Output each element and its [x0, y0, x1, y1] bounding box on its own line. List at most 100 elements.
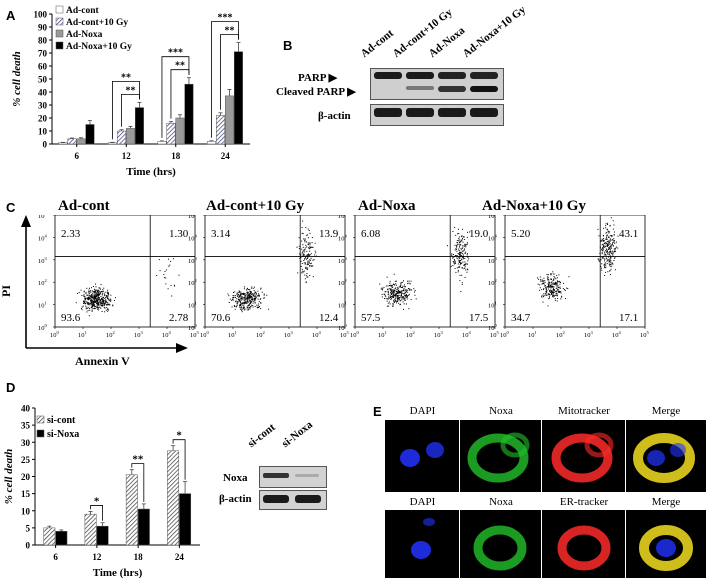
flow-event-dot: [385, 296, 387, 298]
flow-event-dot: [392, 306, 394, 308]
flow-event-dot: [242, 302, 244, 304]
flow-event-dot: [454, 261, 456, 263]
flow-event-dot: [98, 287, 100, 289]
flow-event-dot: [96, 299, 98, 301]
flow-event-dot: [304, 251, 306, 253]
flow-event-dot: [608, 247, 610, 249]
flow-event-dot: [251, 297, 253, 299]
flow-event-dot: [101, 311, 103, 313]
y-tick-label: 103: [338, 256, 348, 265]
flow-event-dot: [554, 284, 556, 286]
flow-event-dot: [609, 253, 611, 255]
flow-event-dot: [307, 256, 309, 258]
flow-event-dot: [406, 296, 408, 298]
flow-event-dot: [101, 303, 103, 305]
flow-event-dot: [605, 227, 607, 229]
flow-event-dot: [103, 297, 105, 299]
flow-event-dot: [401, 291, 403, 293]
flow-event-dot: [550, 289, 552, 291]
flow-event-dot: [96, 306, 98, 308]
flow-event-dot: [456, 245, 458, 247]
microscopy-channel-label: DAPI: [409, 496, 436, 508]
flow-event-dot: [97, 297, 99, 299]
flow-event-dot: [552, 289, 554, 291]
flow-event-dot: [456, 250, 458, 252]
flow-event-dot: [108, 303, 110, 305]
flow-event-dot: [606, 234, 608, 236]
flow-event-dot: [454, 249, 456, 251]
flow-event-dot: [460, 247, 462, 249]
flow-event-dot: [306, 250, 308, 252]
flow-event-dot: [310, 253, 312, 255]
flow-event-dot: [464, 263, 466, 265]
flow-event-dot: [543, 283, 545, 285]
y-tick-base: 10: [488, 280, 495, 287]
flow-event-dot: [243, 300, 245, 302]
flow-event-dot: [607, 223, 609, 225]
flow-event-dot: [250, 295, 252, 297]
flow-event-dot: [308, 255, 310, 257]
flow-event-dot: [249, 292, 251, 294]
flow-event-dot: [543, 277, 545, 279]
flow-event-dot: [461, 262, 463, 264]
flow-event-dot: [101, 293, 103, 295]
flow-event-dot: [387, 305, 389, 307]
flow-event-dot: [557, 289, 559, 291]
flow-event-dot: [553, 275, 555, 277]
flow-event-dot: [237, 292, 239, 294]
x-tick-base: 10: [256, 332, 263, 339]
flow-event-dot: [604, 267, 606, 269]
flow-event-dot: [601, 263, 603, 265]
flow-event-dot: [614, 248, 616, 250]
flow-event-dot: [400, 300, 402, 302]
flow-event-dot: [609, 246, 611, 248]
flow-event-dot: [607, 230, 609, 232]
microscopy-image-noxa: [460, 510, 541, 578]
flow-event-dot: [251, 299, 253, 301]
flow-event-dot: [395, 283, 397, 285]
flow-event-dot: [310, 265, 312, 267]
flow-event-dot: [457, 263, 459, 265]
flow-event-dot: [307, 260, 309, 262]
flow-event-dot: [86, 311, 88, 313]
flow-event-dot: [91, 299, 93, 301]
flow-event-dot: [598, 258, 600, 260]
flow-event-dot: [105, 309, 107, 311]
flow-event-dot: [77, 292, 79, 294]
flow-event-dot: [395, 287, 397, 289]
y-tick-label: 102: [38, 278, 47, 287]
flow-event-dot: [459, 253, 461, 255]
flow-event-dot: [606, 258, 608, 260]
flow-event-dot: [307, 263, 309, 265]
y-tick-exponent: 3: [45, 256, 48, 261]
quadrant-lower-left-percent: 70.6: [211, 312, 231, 324]
flow-event-dot: [459, 260, 461, 262]
flow-event-dot: [606, 244, 608, 246]
flow-event-dot: [608, 248, 610, 250]
flow-event-dot: [105, 301, 107, 303]
y-tick-base: 10: [188, 303, 195, 310]
flow-event-dot: [401, 286, 403, 288]
flow-event-dot: [605, 235, 607, 237]
flow-event-dot: [98, 294, 100, 296]
flow-event-dot: [107, 302, 109, 304]
flow-event-dot: [168, 265, 170, 267]
flow-event-dot: [457, 228, 459, 230]
flow-event-dot: [97, 306, 99, 308]
flow-event-dot: [306, 234, 308, 236]
flow-event-dot: [236, 304, 238, 306]
flow-event-dot: [543, 295, 545, 297]
y-tick-label: 50: [38, 75, 48, 85]
flow-event-dot: [538, 278, 540, 280]
flow-event-dot: [401, 293, 403, 295]
flow-event-dot: [231, 300, 233, 302]
flow-event-dot: [393, 273, 395, 275]
flow-event-dot: [305, 244, 307, 246]
flow-event-dot: [607, 251, 609, 253]
flow-event-dot: [539, 284, 541, 286]
x-tick-base: 10: [612, 332, 619, 339]
flow-event-dot: [541, 280, 543, 282]
flow-event-dot: [90, 295, 92, 297]
flow-event-dot: [308, 230, 310, 232]
flow-event-dot: [228, 302, 230, 304]
